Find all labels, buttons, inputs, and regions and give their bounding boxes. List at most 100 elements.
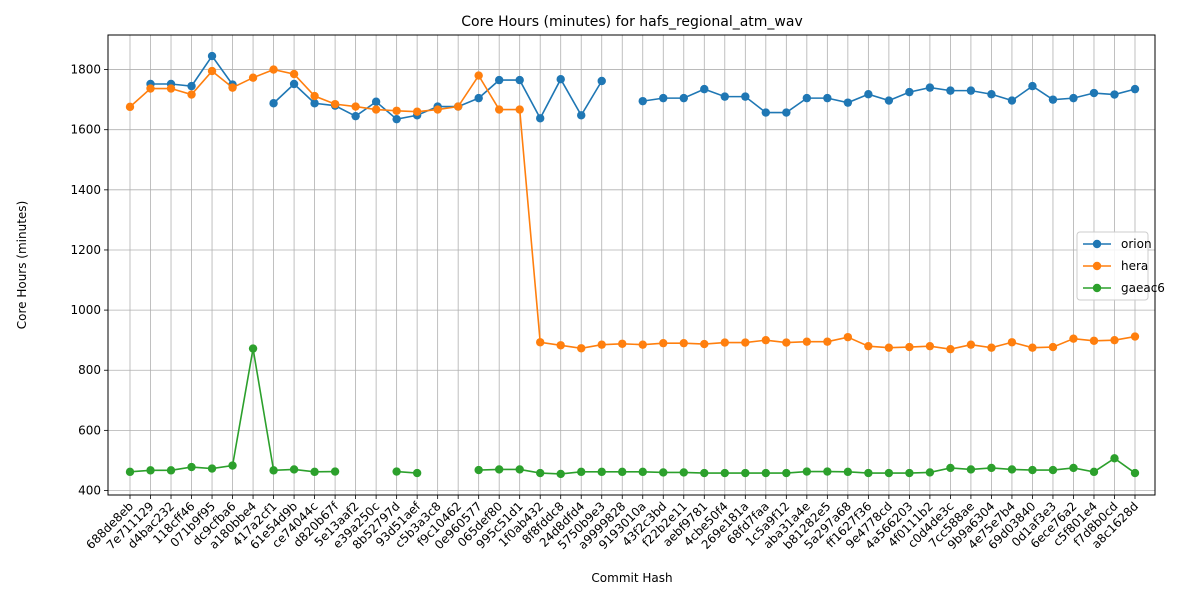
data-point-orion [289, 79, 299, 89]
data-point-gaeac6 [864, 468, 873, 478]
data-point-hera [843, 332, 853, 342]
data-point-gaeac6 [146, 466, 155, 475]
data-point-hera [207, 66, 217, 76]
data-point-orion [1110, 90, 1119, 99]
data-point-orion [310, 99, 319, 108]
data-point-orion [946, 86, 955, 95]
data-point-gaeac6 [289, 465, 299, 474]
data-point-orion [515, 75, 524, 85]
data-point-gaeac6 [843, 467, 853, 477]
data-point-hera [330, 99, 340, 109]
data-point-gaeac6 [228, 461, 237, 470]
legend-box [1076, 231, 1149, 301]
data-point-orion [864, 90, 873, 99]
data-point-gaeac6 [248, 344, 258, 353]
data-point-hera [269, 65, 278, 74]
data-point-orion [659, 93, 668, 103]
data-point-orion [987, 90, 996, 99]
y-tick-label: 1400 [70, 183, 101, 197]
plot-frame [107, 34, 1156, 496]
series-orion [146, 51, 1140, 124]
data-point-hera [371, 105, 381, 114]
data-point-orion [474, 93, 483, 103]
data-point-hera [1007, 338, 1017, 347]
data-point-hera [577, 344, 586, 353]
data-point-orion [597, 76, 606, 86]
data-point-hera [536, 338, 545, 347]
data-point-orion [494, 75, 504, 85]
data-point-orion [782, 108, 791, 117]
data-point-gaeac6 [1110, 454, 1119, 463]
data-point-gaeac6 [782, 468, 791, 478]
data-point-hera [310, 91, 319, 101]
data-point-hera [597, 340, 606, 349]
data-point-orion [1028, 81, 1037, 91]
data-point-gaeac6 [946, 463, 955, 473]
gridlines [108, 35, 1155, 495]
data-point-hera [864, 341, 873, 351]
data-point-gaeac6 [761, 468, 771, 478]
data-point-gaeac6 [556, 469, 565, 479]
data-point-orion [905, 87, 914, 97]
y-axis: 400 600 800 1000 1200 1400 1600 1800 [70, 63, 108, 497]
data-point-hera [453, 102, 463, 111]
data-point-orion [823, 93, 832, 103]
data-point-orion [843, 98, 853, 107]
data-point-gaeac6 [741, 468, 750, 478]
x-axis: 688de8eb7e711129d4bac232118cff46071b9f95… [83, 495, 1141, 552]
data-point-hera [905, 342, 914, 352]
data-point-gaeac6 [884, 468, 894, 478]
data-point-hera [146, 84, 155, 93]
data-point-gaeac6 [1007, 465, 1017, 474]
data-point-hera [659, 338, 668, 348]
data-point-gaeac6 [1028, 465, 1037, 475]
data-point-orion [1069, 93, 1078, 103]
data-point-gaeac6 [412, 468, 422, 478]
data-point-orion [351, 111, 360, 121]
data-point-orion [1048, 95, 1058, 104]
data-point-orion [1130, 84, 1140, 94]
data-point-gaeac6 [125, 467, 135, 477]
data-point-gaeac6 [638, 467, 647, 477]
data-point-hera [802, 337, 812, 346]
data-point-gaeac6 [720, 468, 729, 478]
series-layer [125, 51, 1140, 479]
legend-marker-gaeac6 [1092, 283, 1102, 293]
data-point-hera [166, 84, 176, 93]
data-point-hera [782, 338, 791, 347]
data-point-hera [823, 337, 832, 346]
data-point-orion [536, 114, 545, 123]
y-tick-label: 1600 [70, 123, 101, 137]
data-point-orion [884, 96, 894, 105]
data-point-hera [720, 338, 729, 347]
data-point-orion [1089, 88, 1099, 98]
data-point-orion [638, 96, 647, 106]
data-point-hera [392, 106, 401, 115]
data-point-gaeac6 [494, 465, 504, 474]
legend-marker-hera [1092, 261, 1102, 271]
data-point-hera [1048, 342, 1058, 352]
data-point-gaeac6 [679, 468, 688, 477]
legend-label-hera: hera [1121, 259, 1148, 273]
data-point-hera [248, 73, 258, 82]
data-point-gaeac6 [1069, 463, 1078, 473]
data-point-orion [269, 99, 278, 108]
data-point-hera [1069, 334, 1078, 343]
data-point-orion [679, 93, 688, 103]
data-point-gaeac6 [802, 467, 812, 476]
data-point-gaeac6 [823, 467, 832, 476]
data-point-hera [638, 340, 647, 349]
y-tick-label: 800 [78, 363, 101, 377]
chart-title: Core Hours (minutes) for hafs_regional_a… [461, 14, 803, 30]
data-point-hera [289, 69, 299, 79]
data-point-gaeac6 [618, 467, 627, 477]
data-point-hera [618, 339, 627, 348]
data-point-hera [556, 341, 565, 350]
data-point-hera [884, 343, 894, 352]
data-point-gaeac6 [966, 465, 976, 474]
data-point-orion [925, 83, 935, 92]
data-point-orion [720, 92, 729, 101]
data-point-gaeac6 [1130, 468, 1140, 478]
data-point-orion [966, 86, 976, 95]
data-point-gaeac6 [925, 468, 935, 477]
